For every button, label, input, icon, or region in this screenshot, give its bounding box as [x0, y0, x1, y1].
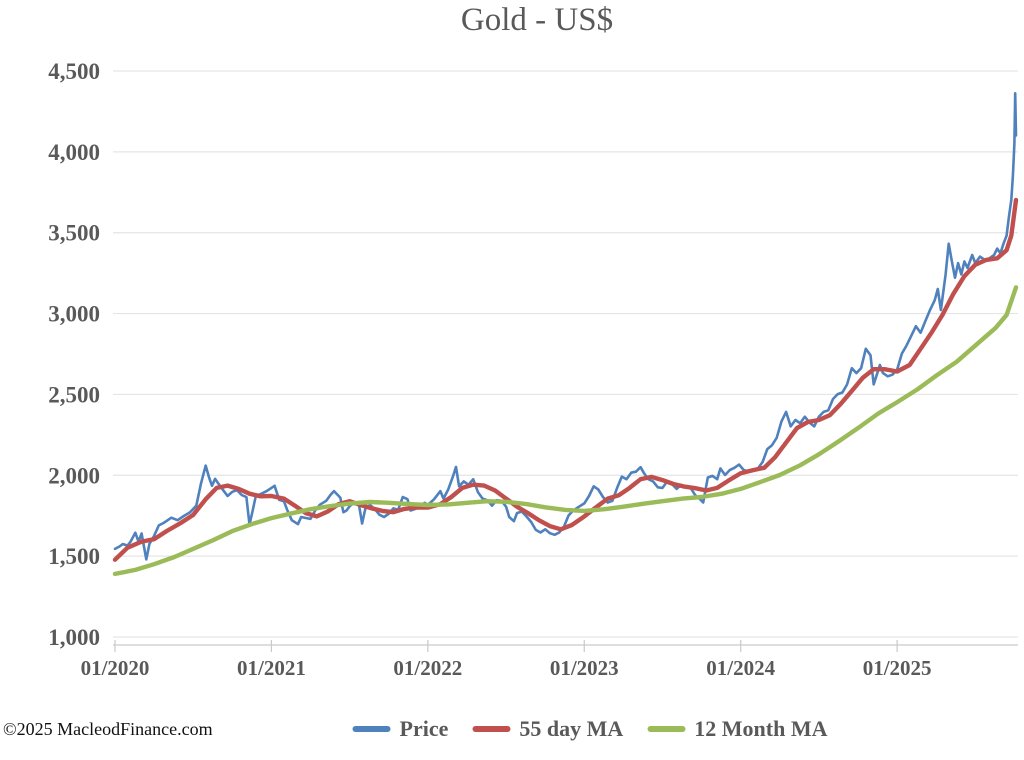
legend-item-55-day-ma: 55 day MA	[472, 716, 623, 742]
legend-swatch-icon	[352, 726, 391, 732]
x-axis-tick-label: 01/2023	[550, 656, 619, 680]
y-axis-tick-label: 4,000	[48, 140, 100, 165]
x-axis-tick-label: 01/2020	[81, 656, 150, 680]
legend-item-12-month-ma: 12 Month MA	[647, 716, 827, 742]
x-axis-tick-label: 01/2025	[863, 656, 932, 680]
series-line-55-day-ma	[112, 197, 1019, 562]
x-axis-tick-label: 01/2024	[706, 656, 775, 680]
legend-swatch-icon	[472, 726, 511, 732]
series-line-price	[113, 92, 1018, 561]
chart-legend: Price 55 day MA 12 Month MA	[352, 716, 827, 742]
y-axis-tick-label: 2,000	[48, 463, 100, 488]
y-axis-tick-label: 3,000	[48, 302, 100, 327]
legend-swatch-icon	[647, 726, 686, 732]
legend-label: Price	[399, 716, 449, 741]
x-axis-tick-label: 01/2021	[237, 656, 306, 680]
y-axis-tick-label: 1,500	[48, 544, 100, 569]
x-axis-tick-label: 01/2022	[393, 656, 462, 680]
y-axis-tick-label: 1,000	[48, 625, 100, 650]
legend-label: 12 Month MA	[694, 716, 828, 741]
series-line-12-month-ma	[112, 285, 1019, 577]
legend-item-price: Price	[352, 716, 449, 742]
y-axis-tick-label: 2,500	[48, 382, 100, 407]
legend-label: 55 day MA	[519, 716, 624, 741]
copyright-text: ©2025 MacleodFinance.com	[3, 719, 213, 739]
y-axis-tick-label: 4,500	[48, 59, 100, 84]
y-axis-tick-label: 3,500	[48, 221, 100, 246]
chart-title: Gold - US$	[460, 2, 614, 38]
